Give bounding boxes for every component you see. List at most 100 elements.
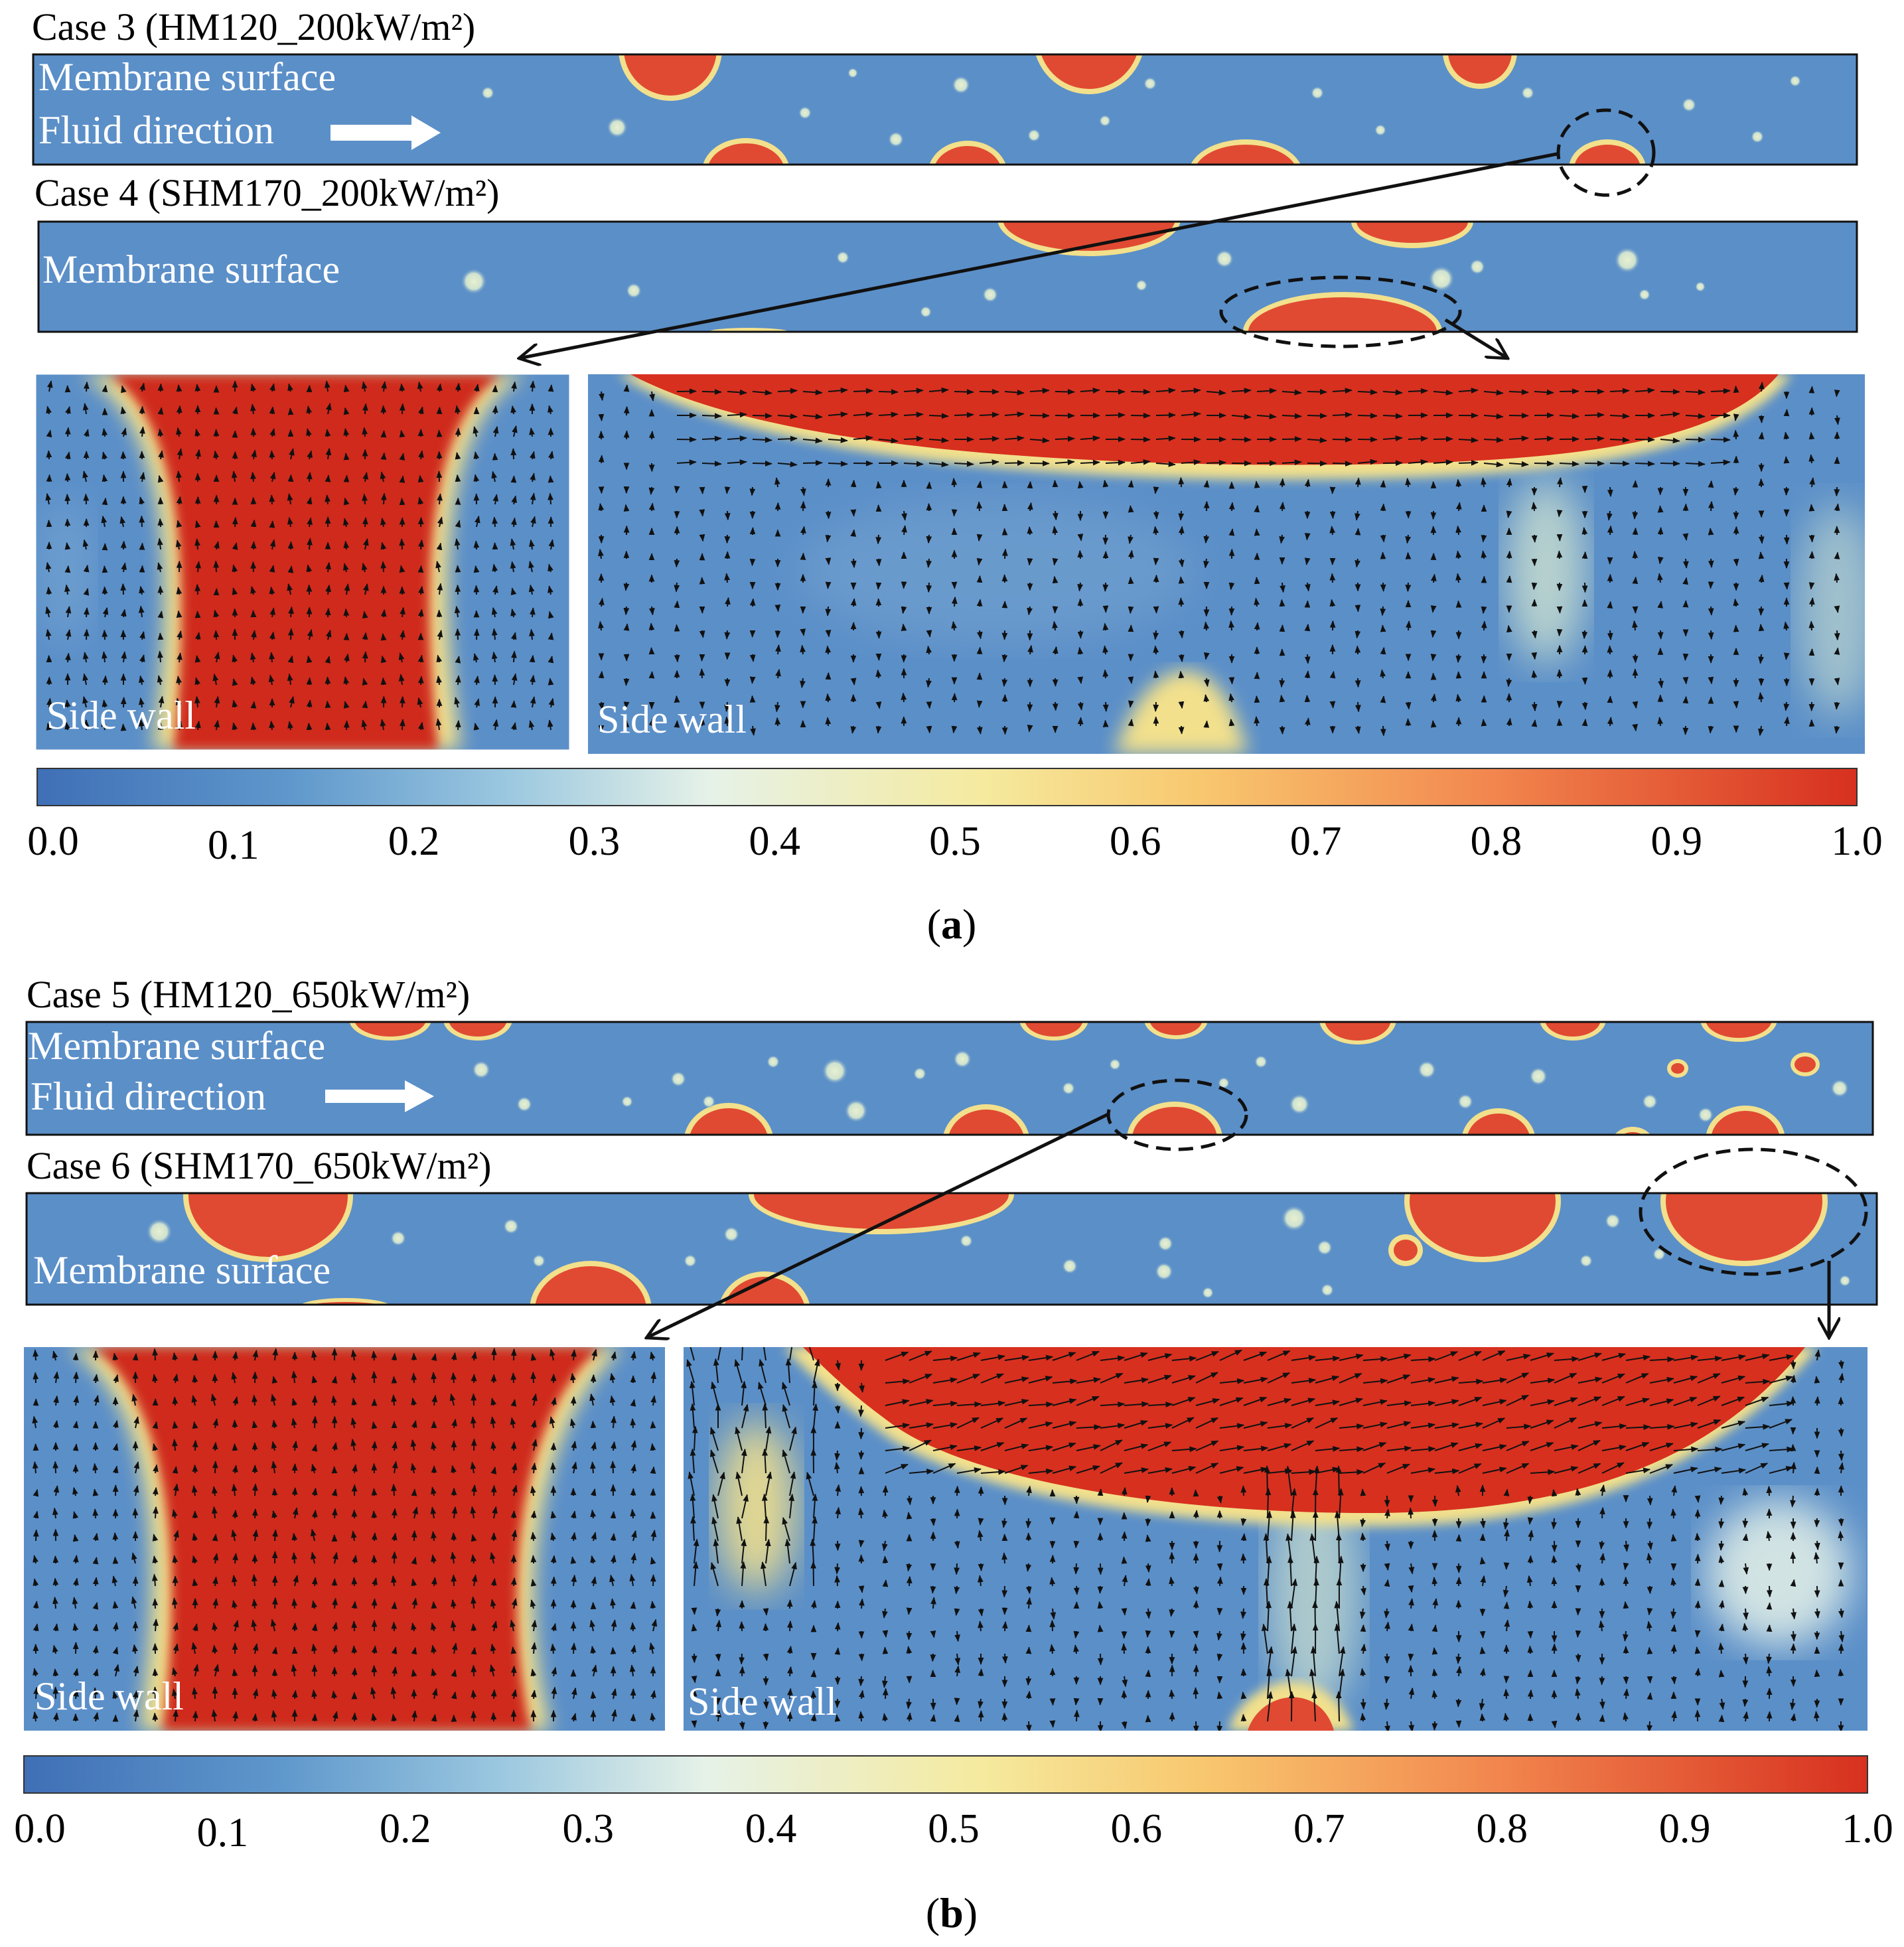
velocity-vector (1599, 1506, 1605, 1519)
velocity-vector (291, 1598, 298, 1609)
velocity-vector (1559, 413, 1579, 419)
velocity-vector (435, 718, 442, 731)
colorbar-b-tick-7: 0.7 (1293, 1806, 1345, 1851)
velocity-vector (598, 413, 605, 421)
velocity-vector (475, 515, 480, 528)
velocity-vector (1708, 528, 1714, 536)
velocity-vector (33, 1578, 39, 1587)
velocity-vector (417, 721, 424, 731)
velocity-vector (548, 492, 553, 505)
velocity-vector (343, 407, 350, 415)
velocity-vector (882, 1630, 889, 1638)
velocity-vector (351, 1712, 358, 1722)
velocity-vector (1240, 1608, 1246, 1619)
velocity-vector (269, 428, 275, 437)
velocity-vector (1130, 412, 1151, 419)
velocity-vector (1632, 527, 1639, 536)
velocity-vector (65, 405, 71, 415)
velocity-vector (151, 1573, 158, 1587)
velocity-vector (92, 1668, 99, 1677)
velocity-vector (212, 1441, 218, 1451)
velocity-vector (1431, 1647, 1438, 1655)
velocity-vector (269, 607, 276, 618)
velocity-vector (132, 1644, 138, 1654)
velocity-vector (548, 585, 553, 595)
velocity-vector (850, 678, 857, 685)
velocity-vector (491, 628, 498, 640)
velocity-vector (828, 437, 848, 443)
velocity-vector (194, 677, 201, 685)
velocity-vector (1814, 1518, 1820, 1528)
velocity-vector (1384, 1563, 1390, 1571)
velocity-vector (1264, 1465, 1270, 1496)
velocity-vector (648, 622, 655, 631)
velocity-vector (1145, 1630, 1151, 1638)
velocity-vector (269, 652, 275, 663)
velocity-vector (251, 630, 257, 640)
velocity-vector (471, 1710, 477, 1722)
velocity-vector (1506, 510, 1512, 518)
velocity-vector (112, 1465, 119, 1474)
velocity-vector (343, 497, 350, 506)
velocity-vector (926, 701, 932, 709)
velocity-vector (1203, 558, 1209, 569)
velocity-vector (752, 413, 772, 419)
velocity-vector (1380, 646, 1386, 655)
velocity-vector (1128, 549, 1134, 559)
velocity-vector (599, 391, 605, 401)
velocity-vector (1556, 700, 1563, 709)
velocity-vector (399, 475, 405, 483)
velocity-vector (853, 388, 873, 394)
velocity-vector (530, 696, 536, 708)
velocity-vector (1380, 582, 1386, 592)
velocity-vector (1483, 413, 1504, 419)
velocity-vector (1607, 645, 1613, 655)
velocity-vector (152, 1421, 159, 1429)
velocity-vector (1145, 1669, 1151, 1678)
velocity-vector (775, 644, 781, 655)
velocity-vector (131, 1596, 137, 1609)
velocity-vector (1431, 1690, 1438, 1699)
velocity-vector (33, 1510, 39, 1519)
velocity-vector (398, 674, 405, 685)
velocity-vector (93, 1395, 100, 1406)
velocity-vector (1584, 460, 1605, 467)
velocity-vector (1254, 716, 1260, 727)
velocity-vector (648, 486, 655, 495)
velocity-vector (1178, 701, 1185, 709)
velocity-vector (858, 1653, 865, 1662)
velocity-vector (112, 1646, 119, 1655)
velocity-vector (133, 1484, 139, 1496)
velocity-vector (1838, 1450, 1844, 1461)
velocity-vector (1332, 461, 1353, 467)
velocity-vector (157, 585, 164, 595)
velocity-vector (1481, 477, 1487, 488)
colorbar-b: 0.0 0.1 0.2 0.3 0.4 0.5 0.6 0.7 0.8 0.9 1.0 (14, 1755, 1893, 1855)
detail-b-left-vectors (32, 1347, 658, 1722)
velocity-vector (32, 1461, 38, 1474)
velocity-vector (1077, 582, 1084, 592)
velocity-vector (1784, 716, 1790, 727)
velocity-vector (906, 1712, 913, 1722)
velocity-vector (1216, 1721, 1223, 1731)
velocity-vector (101, 719, 107, 731)
velocity-vector (1360, 1488, 1366, 1496)
velocity-vector (1758, 574, 1765, 583)
velocity-vector (1758, 725, 1764, 737)
velocity-vector (511, 495, 517, 505)
velocity-vector (72, 1511, 79, 1519)
velocity-vector (528, 539, 535, 550)
velocity-vector (131, 1394, 137, 1406)
velocity-vector (232, 587, 238, 595)
velocity-vector (510, 561, 516, 573)
velocity-vector (371, 1598, 378, 1609)
velocity-vector (1178, 558, 1185, 567)
velocity-vector (306, 405, 313, 415)
velocity-vector (875, 582, 882, 590)
velocity-vector (1027, 557, 1033, 566)
velocity-vector (1733, 486, 1739, 496)
colorbar-a-tick-1: 0.1 (208, 823, 259, 868)
velocity-vector (33, 1555, 38, 1564)
velocity-vector (1228, 718, 1235, 727)
velocity-vector (530, 516, 536, 528)
